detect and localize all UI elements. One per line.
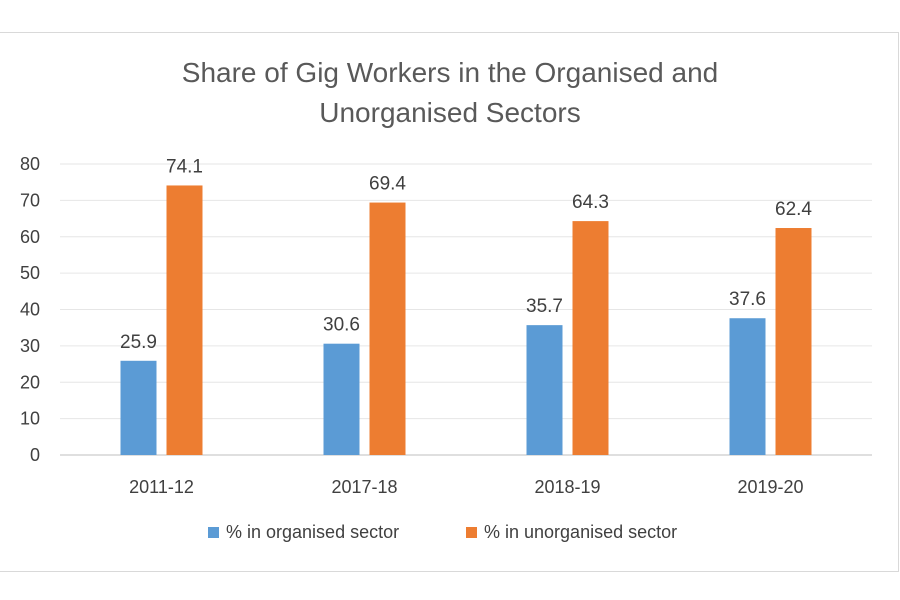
- data-label: 69.4: [369, 174, 406, 195]
- data-label: 30.6: [323, 315, 360, 336]
- y-tick-label: 80: [20, 154, 40, 174]
- data-label: 35.7: [526, 296, 563, 317]
- data-label: 25.9: [120, 332, 157, 353]
- chart-title-line-2: Unorganised Sectors: [319, 97, 580, 128]
- legend-label: % in organised sector: [226, 522, 399, 542]
- bar-organised-2018-19: [526, 325, 563, 455]
- y-tick-label: 10: [20, 409, 40, 429]
- y-tick-label: 40: [20, 300, 40, 320]
- x-category-label: 2011-12: [129, 477, 194, 497]
- x-category-label: 2018-19: [534, 477, 600, 497]
- bar-organised-2017-18: [323, 343, 360, 455]
- bar-unorganised-2017-18: [369, 202, 406, 455]
- bar-unorganised-2019-20: [775, 228, 812, 455]
- bar-unorganised-2011-12: [166, 185, 203, 455]
- legend-swatch: [208, 527, 219, 538]
- bar-unorganised-2018-19: [572, 221, 609, 455]
- y-tick-label: 30: [20, 336, 40, 356]
- bar-organised-2019-20: [729, 318, 766, 455]
- bar-organised-2011-12: [120, 360, 157, 455]
- x-category-label: 2019-20: [737, 477, 803, 497]
- y-tick-label: 70: [20, 190, 40, 210]
- chart-title-line-1: Share of Gig Workers in the Organised an…: [182, 57, 718, 88]
- legend-label: % in unorganised sector: [484, 522, 677, 542]
- y-tick-label: 60: [20, 227, 40, 247]
- legend-swatch: [466, 527, 477, 538]
- chart-frame: [0, 32, 899, 572]
- data-label: 62.4: [775, 199, 812, 220]
- y-tick-label: 20: [20, 372, 40, 392]
- data-label: 37.6: [729, 289, 766, 310]
- x-category-label: 2017-18: [331, 477, 397, 497]
- y-tick-label: 50: [20, 263, 40, 283]
- y-tick-label: 0: [30, 445, 40, 465]
- data-label: 74.1: [166, 156, 203, 177]
- data-label: 64.3: [572, 192, 609, 213]
